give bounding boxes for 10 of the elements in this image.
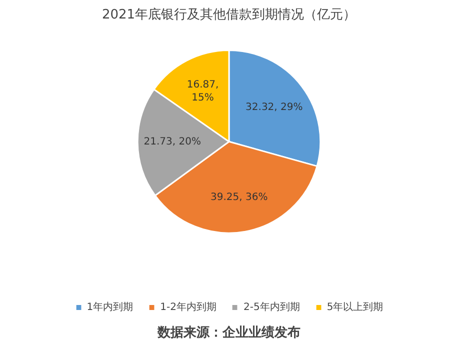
legend-label: 5年以上到期	[326, 300, 384, 314]
source-note: 数据来源：企业业绩发布	[156, 326, 300, 340]
legend-label: 1年内到期	[86, 300, 134, 314]
chart-title: 2021年底银行及其他借款到期情况（亿元）	[102, 8, 356, 22]
data-label: 39.25, 36%	[210, 192, 268, 203]
data-label: 16.87, 15%	[186, 79, 219, 104]
data-label: 32.32, 29%	[246, 102, 303, 113]
legend-label: 2-5年内到期	[244, 300, 300, 314]
data-label: 21.73, 20%	[144, 136, 201, 148]
legend-label: 1-2年内到期	[160, 300, 216, 314]
